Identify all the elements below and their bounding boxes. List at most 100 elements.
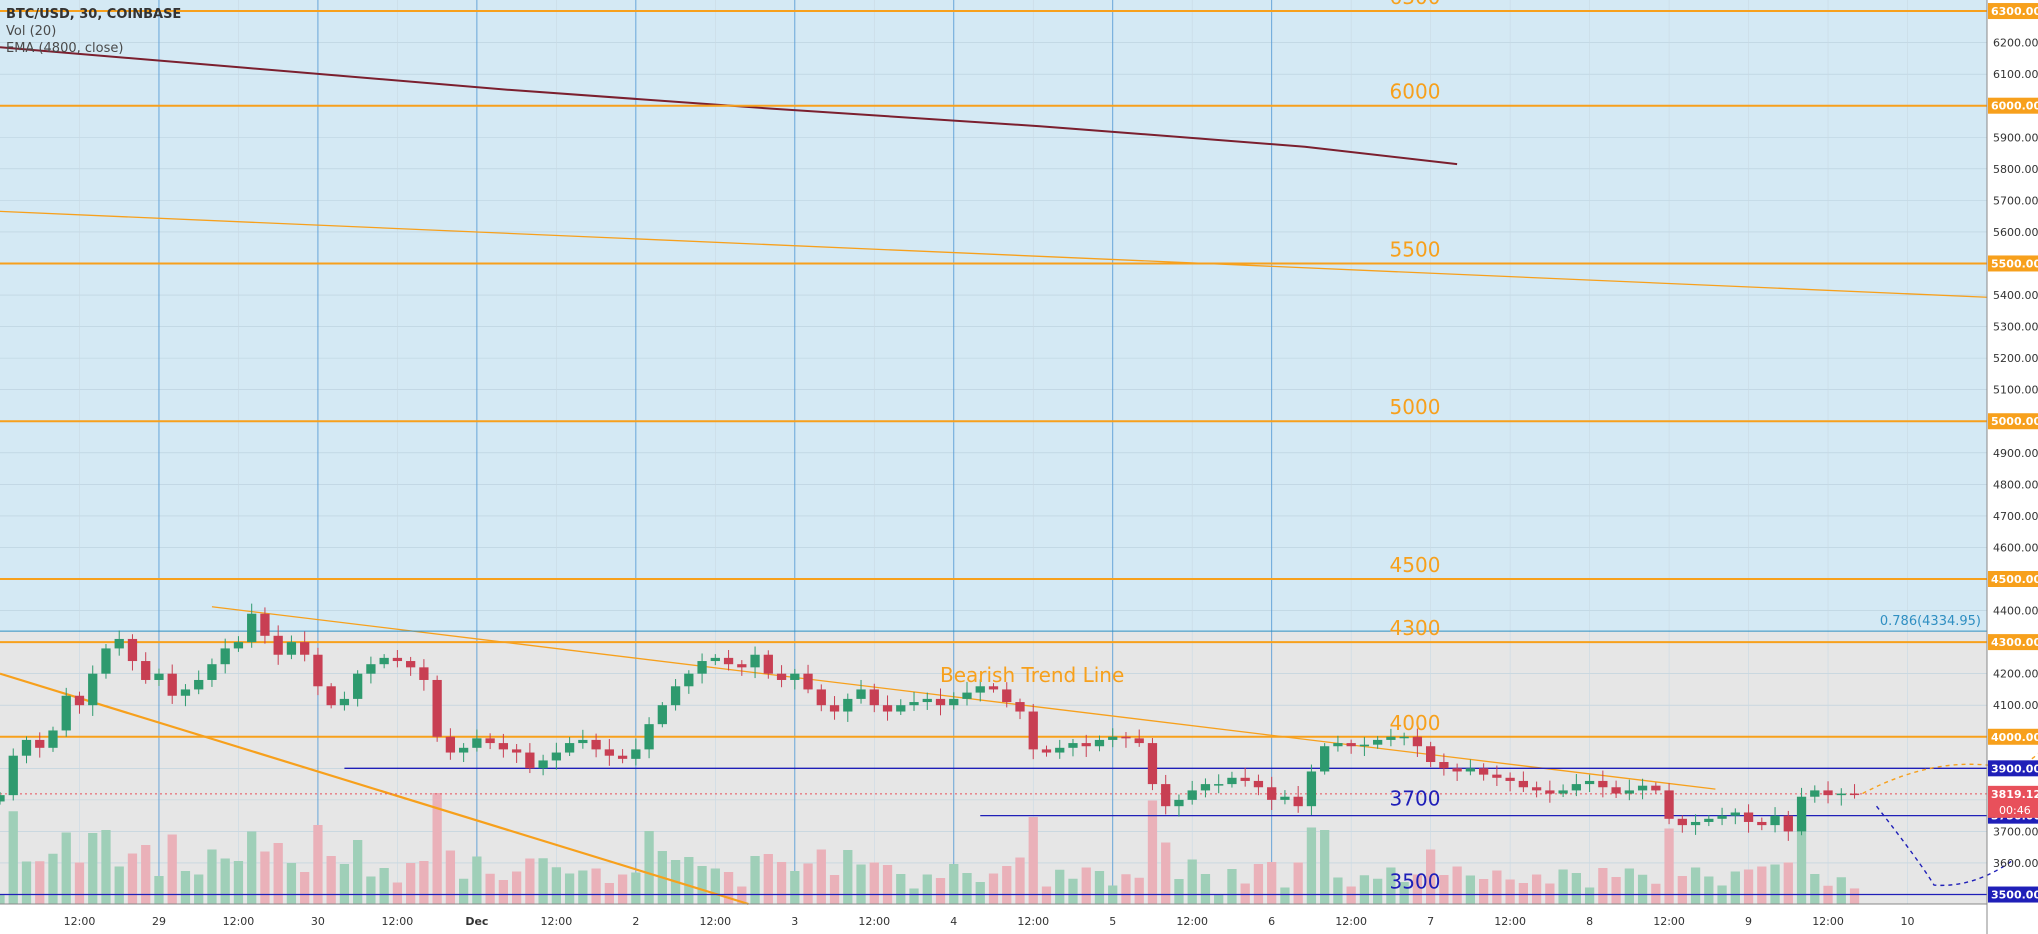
candle-body — [1478, 768, 1489, 775]
candle-body — [1624, 790, 1634, 794]
candle-body — [1796, 796, 1807, 832]
time-tick-label: 12:00 — [1812, 915, 1844, 928]
candle-body — [1704, 818, 1714, 822]
bearish-projection-arrow — [1875, 805, 2014, 887]
candle-body — [1558, 790, 1568, 794]
candle-body — [1584, 780, 1595, 785]
candle-body — [710, 657, 720, 662]
volume-bar — [737, 886, 747, 904]
volume-bar — [1531, 874, 1542, 904]
candle-body — [551, 752, 561, 761]
volume-bar — [432, 793, 442, 904]
candle-body — [286, 642, 297, 655]
volume-bar — [1690, 867, 1701, 904]
candle-body — [697, 661, 707, 674]
volume-bar — [127, 853, 138, 904]
candle-body — [1240, 777, 1250, 781]
volume-bar — [1611, 877, 1621, 904]
candle-body — [1015, 702, 1025, 712]
symbol-label[interactable]: BTC/USD, 30, COINBASE — [6, 7, 182, 22]
volume-bar — [869, 862, 879, 904]
price-axis[interactable]: 3600.003700.003800.004100.004200.004400.… — [1986, 0, 2038, 934]
candle-body — [644, 724, 654, 750]
volume-bar — [353, 840, 363, 904]
candle-body — [1214, 784, 1224, 786]
time-tick-label: 7 — [1427, 915, 1434, 928]
candle-body — [300, 642, 310, 655]
candle-body — [790, 673, 800, 680]
candle-body — [1161, 784, 1171, 807]
price-tick-label: 6100.00 — [1993, 68, 2038, 81]
candle-body — [750, 654, 760, 668]
candle-body — [1810, 790, 1820, 797]
price-axis-background — [1987, 0, 2038, 934]
candle-body — [962, 692, 972, 699]
volume-bar — [763, 854, 773, 904]
candle-body — [975, 686, 985, 693]
candle-body — [1068, 743, 1078, 748]
time-tick-label: 12:00 — [223, 915, 255, 928]
orange-level-axis-tag-bg — [1988, 3, 2038, 20]
candle-body — [1836, 793, 1846, 796]
price-tick-label: 4700.00 — [1993, 510, 2038, 523]
volume-bar — [339, 864, 350, 904]
volume-bar — [1651, 883, 1661, 904]
volume-bar — [1147, 800, 1158, 904]
volume-bar — [88, 833, 98, 904]
bar-countdown: 00:46 — [1999, 804, 2031, 817]
candle-body — [1028, 711, 1038, 750]
candle-body — [392, 657, 403, 662]
volume-bar — [1359, 875, 1370, 904]
orange-level-label: 4000 — [1390, 711, 1441, 735]
current-price-tag-bg — [1988, 785, 2038, 818]
volume-bar — [1492, 870, 1502, 904]
volume-indicator-label[interactable]: Vol (20) — [6, 24, 57, 39]
candle-body — [1571, 784, 1581, 791]
orange-level-axis-tag-bg — [1988, 97, 2038, 114]
volume-bar — [1545, 883, 1555, 904]
volume-bar — [1267, 862, 1277, 904]
time-tick-label: Dec — [465, 915, 488, 928]
candle-body — [233, 642, 244, 649]
volume-bar — [379, 868, 389, 904]
volume-bar — [511, 871, 522, 904]
time-tick-label: 29 — [152, 915, 166, 928]
candle-body — [843, 698, 853, 712]
volume-bar — [366, 876, 376, 904]
blue-level-axis-tag-bg — [1988, 760, 2038, 777]
volume-bar — [1439, 875, 1449, 904]
candle-body — [1200, 784, 1211, 791]
volume-bar — [564, 873, 575, 904]
volume-bar — [710, 868, 720, 904]
candle-body — [366, 664, 376, 674]
volume-bar — [154, 876, 164, 904]
candle-body — [1598, 780, 1608, 788]
volume-bar — [1161, 842, 1171, 904]
volume-bar — [1783, 862, 1793, 904]
candle-body — [247, 613, 257, 643]
volume-bar — [684, 857, 694, 904]
candle-body — [1333, 743, 1343, 747]
candle-body — [445, 736, 456, 753]
volume-bar — [1518, 883, 1529, 904]
volume-bar — [74, 862, 85, 904]
volume-bar — [392, 882, 403, 904]
ema-indicator-label[interactable]: EMA (4800, close) — [6, 41, 124, 56]
price-tick-label: 5900.00 — [1993, 131, 2038, 144]
descending-resistance — [0, 210, 1988, 298]
candle-body — [313, 654, 323, 687]
candle-body — [803, 673, 813, 690]
candle-body — [1452, 768, 1462, 772]
volume-bar — [525, 858, 535, 904]
volume-bar — [1664, 828, 1674, 904]
time-axis[interactable]: 12:00 29 12:00 30 12:00 Dec 12:00 2 12:00 3 12:00 4… — [0, 903, 1987, 928]
candle-body — [419, 667, 429, 680]
time-tick-label: 4 — [950, 915, 957, 928]
candle-body — [1757, 821, 1767, 826]
time-tick-label: 8 — [1586, 915, 1593, 928]
volume-bar — [949, 864, 959, 904]
level-labels: 6300 6000 5500 5000 4500 4300 4000 3700 3500 0.78… — [1390, 0, 1981, 894]
volume-bar — [1399, 882, 1409, 904]
volume-bar — [1121, 874, 1131, 904]
